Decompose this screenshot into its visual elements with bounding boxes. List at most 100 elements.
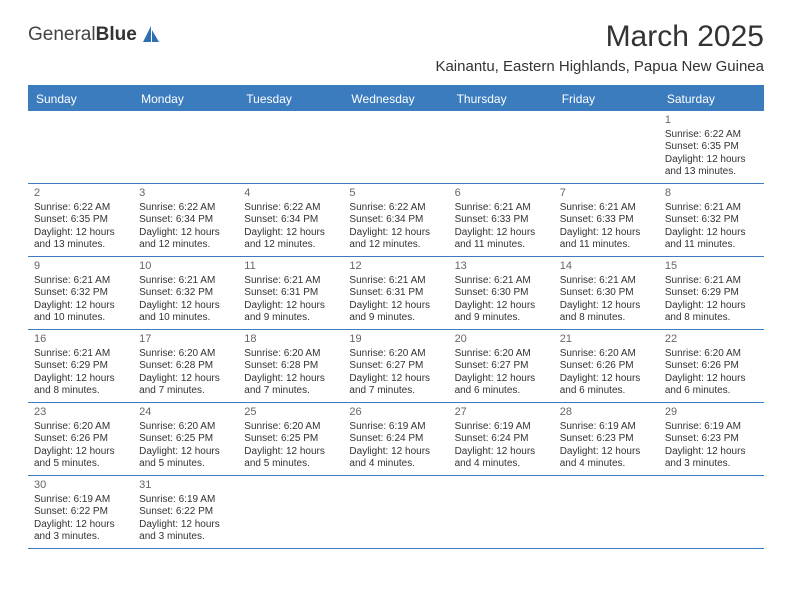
- logo: GeneralBlue: [28, 24, 161, 46]
- sunrise-line: Sunrise: 6:22 AM: [665, 129, 758, 142]
- sunrise-line: Sunrise: 6:19 AM: [34, 494, 127, 507]
- sunset-line: Sunset: 6:22 PM: [139, 506, 232, 519]
- day-number: 22: [665, 333, 758, 347]
- day-number: 19: [349, 333, 442, 347]
- sunset-line: Sunset: 6:33 PM: [560, 214, 653, 227]
- daylight-line: Daylight: 12 hours and 4 minutes.: [455, 446, 548, 471]
- calendar-day: 11Sunrise: 6:21 AMSunset: 6:31 PMDayligh…: [238, 257, 343, 329]
- daylight-line: Daylight: 12 hours and 12 minutes.: [244, 227, 337, 252]
- sunset-line: Sunset: 6:30 PM: [560, 287, 653, 300]
- sunset-line: Sunset: 6:23 PM: [665, 433, 758, 446]
- calendar-empty: [343, 111, 448, 183]
- day-number: 9: [34, 260, 127, 274]
- daylight-line: Daylight: 12 hours and 11 minutes.: [665, 227, 758, 252]
- sunset-line: Sunset: 6:29 PM: [34, 360, 127, 373]
- calendar-day: 24Sunrise: 6:20 AMSunset: 6:25 PMDayligh…: [133, 403, 238, 475]
- calendar-empty: [238, 111, 343, 183]
- daylight-line: Daylight: 12 hours and 5 minutes.: [139, 446, 232, 471]
- calendar-day: 1Sunrise: 6:22 AMSunset: 6:35 PMDaylight…: [659, 111, 764, 183]
- days-of-week-row: SundayMondayTuesdayWednesdayThursdayFrid…: [28, 87, 764, 111]
- sunrise-line: Sunrise: 6:21 AM: [560, 202, 653, 215]
- day-number: 30: [34, 479, 127, 493]
- sunset-line: Sunset: 6:35 PM: [665, 141, 758, 154]
- sunrise-line: Sunrise: 6:20 AM: [349, 348, 442, 361]
- day-number: 10: [139, 260, 232, 274]
- sunset-line: Sunset: 6:31 PM: [244, 287, 337, 300]
- logo-brand-a: General: [28, 24, 96, 45]
- day-number: 26: [349, 406, 442, 420]
- calendar-day: 29Sunrise: 6:19 AMSunset: 6:23 PMDayligh…: [659, 403, 764, 475]
- sunset-line: Sunset: 6:22 PM: [34, 506, 127, 519]
- sunset-line: Sunset: 6:31 PM: [349, 287, 442, 300]
- dow-header: Thursday: [449, 87, 554, 111]
- sunrise-line: Sunrise: 6:20 AM: [244, 421, 337, 434]
- calendar-day: 31Sunrise: 6:19 AMSunset: 6:22 PMDayligh…: [133, 476, 238, 548]
- calendar-day: 17Sunrise: 6:20 AMSunset: 6:28 PMDayligh…: [133, 330, 238, 402]
- day-number: 15: [665, 260, 758, 274]
- calendar-day: 14Sunrise: 6:21 AMSunset: 6:30 PMDayligh…: [554, 257, 659, 329]
- calendar-day: 7Sunrise: 6:21 AMSunset: 6:33 PMDaylight…: [554, 184, 659, 256]
- day-number: 20: [455, 333, 548, 347]
- day-number: 29: [665, 406, 758, 420]
- calendar-day: 23Sunrise: 6:20 AMSunset: 6:26 PMDayligh…: [28, 403, 133, 475]
- daylight-line: Daylight: 12 hours and 7 minutes.: [349, 373, 442, 398]
- daylight-line: Daylight: 12 hours and 6 minutes.: [665, 373, 758, 398]
- calendar-day: 28Sunrise: 6:19 AMSunset: 6:23 PMDayligh…: [554, 403, 659, 475]
- dow-header: Tuesday: [238, 87, 343, 111]
- calendar-day: 4Sunrise: 6:22 AMSunset: 6:34 PMDaylight…: [238, 184, 343, 256]
- daylight-line: Daylight: 12 hours and 13 minutes.: [665, 154, 758, 179]
- sunset-line: Sunset: 6:32 PM: [34, 287, 127, 300]
- calendar-week: 16Sunrise: 6:21 AMSunset: 6:29 PMDayligh…: [28, 330, 764, 403]
- sail-icon: [141, 26, 161, 44]
- sunset-line: Sunset: 6:34 PM: [244, 214, 337, 227]
- dow-header: Wednesday: [343, 87, 448, 111]
- day-number: 14: [560, 260, 653, 274]
- daylight-line: Daylight: 12 hours and 3 minutes.: [665, 446, 758, 471]
- calendar: SundayMondayTuesdayWednesdayThursdayFrid…: [28, 85, 764, 549]
- daylight-line: Daylight: 12 hours and 7 minutes.: [139, 373, 232, 398]
- calendar-day: 19Sunrise: 6:20 AMSunset: 6:27 PMDayligh…: [343, 330, 448, 402]
- day-number: 7: [560, 187, 653, 201]
- daylight-line: Daylight: 12 hours and 8 minutes.: [665, 300, 758, 325]
- daylight-line: Daylight: 12 hours and 11 minutes.: [455, 227, 548, 252]
- sunrise-line: Sunrise: 6:20 AM: [665, 348, 758, 361]
- calendar-day: 10Sunrise: 6:21 AMSunset: 6:32 PMDayligh…: [133, 257, 238, 329]
- sunrise-line: Sunrise: 6:22 AM: [349, 202, 442, 215]
- calendar-day: 27Sunrise: 6:19 AMSunset: 6:24 PMDayligh…: [449, 403, 554, 475]
- day-number: 1: [665, 114, 758, 128]
- daylight-line: Daylight: 12 hours and 3 minutes.: [139, 519, 232, 544]
- sunrise-line: Sunrise: 6:22 AM: [244, 202, 337, 215]
- sunrise-line: Sunrise: 6:19 AM: [139, 494, 232, 507]
- calendar-day: 30Sunrise: 6:19 AMSunset: 6:22 PMDayligh…: [28, 476, 133, 548]
- sunset-line: Sunset: 6:28 PM: [139, 360, 232, 373]
- calendar-day: 5Sunrise: 6:22 AMSunset: 6:34 PMDaylight…: [343, 184, 448, 256]
- day-number: 8: [665, 187, 758, 201]
- title-block: March 2025 Kainantu, Eastern Highlands, …: [435, 20, 764, 75]
- sunrise-line: Sunrise: 6:20 AM: [139, 421, 232, 434]
- day-number: 17: [139, 333, 232, 347]
- calendar-day: 12Sunrise: 6:21 AMSunset: 6:31 PMDayligh…: [343, 257, 448, 329]
- calendar-day: 18Sunrise: 6:20 AMSunset: 6:28 PMDayligh…: [238, 330, 343, 402]
- sunset-line: Sunset: 6:26 PM: [665, 360, 758, 373]
- day-number: 23: [34, 406, 127, 420]
- calendar-week: 9 Sunrise: 6:21 AM Sunset: 6:32 PM Daylight…: [28, 257, 764, 330]
- daylight-line: Daylight: 12 hours and 4 minutes.: [560, 446, 653, 471]
- day-number: 21: [560, 333, 653, 347]
- calendar-empty: [449, 111, 554, 183]
- header: GeneralBlue March 2025 Kainantu, Eastern…: [28, 20, 764, 75]
- daylight-line: Daylight: 12 hours and 7 minutes.: [244, 373, 337, 398]
- sunset-line: Sunset: 6:33 PM: [455, 214, 548, 227]
- calendar-day: 25Sunrise: 6:20 AMSunset: 6:25 PMDayligh…: [238, 403, 343, 475]
- daylight-line: Daylight: 12 hours and 12 minutes.: [349, 227, 442, 252]
- sunrise-line: Sunrise: 6:21 AM: [455, 275, 548, 288]
- day-number: 3: [139, 187, 232, 201]
- daylight-line: Daylight: 12 hours and 12 minutes.: [139, 227, 232, 252]
- daylight-line: Daylight: 12 hours and 8 minutes.: [560, 300, 653, 325]
- sunset-line: Sunset: 6:29 PM: [665, 287, 758, 300]
- day-number: 28: [560, 406, 653, 420]
- sunrise-line: Sunrise: 6:19 AM: [560, 421, 653, 434]
- sunrise-line: Sunrise: 6:22 AM: [139, 202, 232, 215]
- sunrise-line: Sunrise: 6:20 AM: [139, 348, 232, 361]
- logo-text: GeneralBlue: [28, 24, 137, 46]
- sunset-line: Sunset: 6:32 PM: [139, 287, 232, 300]
